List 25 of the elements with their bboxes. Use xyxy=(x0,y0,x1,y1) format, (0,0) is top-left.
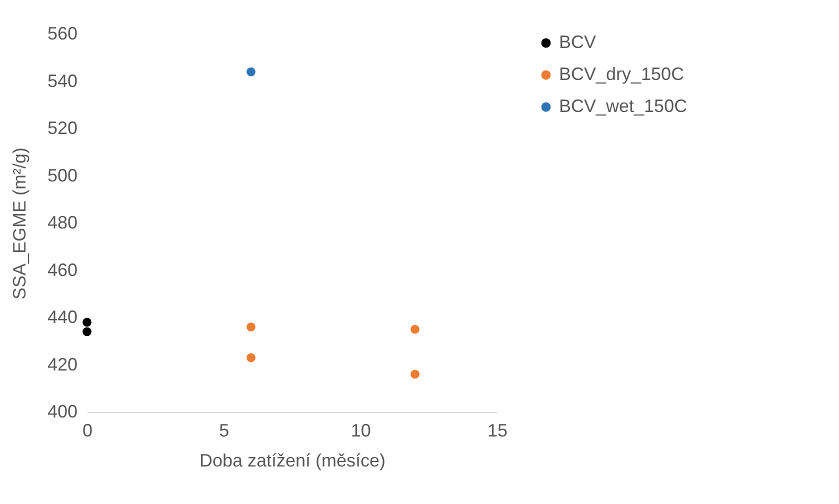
point xyxy=(410,370,420,379)
point xyxy=(246,67,256,76)
legend-label: BCV xyxy=(559,32,596,52)
point xyxy=(410,324,420,334)
y-tick-label: 560 xyxy=(47,24,78,44)
y-tick-label: 420 xyxy=(47,354,78,374)
y-tick-label: 520 xyxy=(47,118,78,138)
y-tick-label: 540 xyxy=(47,70,78,91)
point xyxy=(246,353,256,362)
y-tick-label: 500 xyxy=(47,165,78,186)
y-tick-label: 460 xyxy=(47,260,78,280)
x-tick-label: 15 xyxy=(487,420,508,440)
x-tick-label: 5 xyxy=(219,420,230,440)
x-tick-label: 0 xyxy=(82,420,93,440)
y-axis-title: SSA_EGME (m²/g) xyxy=(9,147,30,300)
y-tick-label: 480 xyxy=(47,212,78,232)
y-tick-label: 440 xyxy=(47,307,78,327)
point xyxy=(82,318,92,327)
point xyxy=(246,322,256,332)
point xyxy=(82,327,92,336)
x-axis-title: Doba zatížení (měsíce) xyxy=(199,450,386,470)
legend-label: BCV_wet_150C xyxy=(559,96,688,116)
y-tick-label: 400 xyxy=(47,402,78,422)
legend-label: BCV_dry_150C xyxy=(559,64,684,84)
x-tick-label: 10 xyxy=(350,420,371,440)
